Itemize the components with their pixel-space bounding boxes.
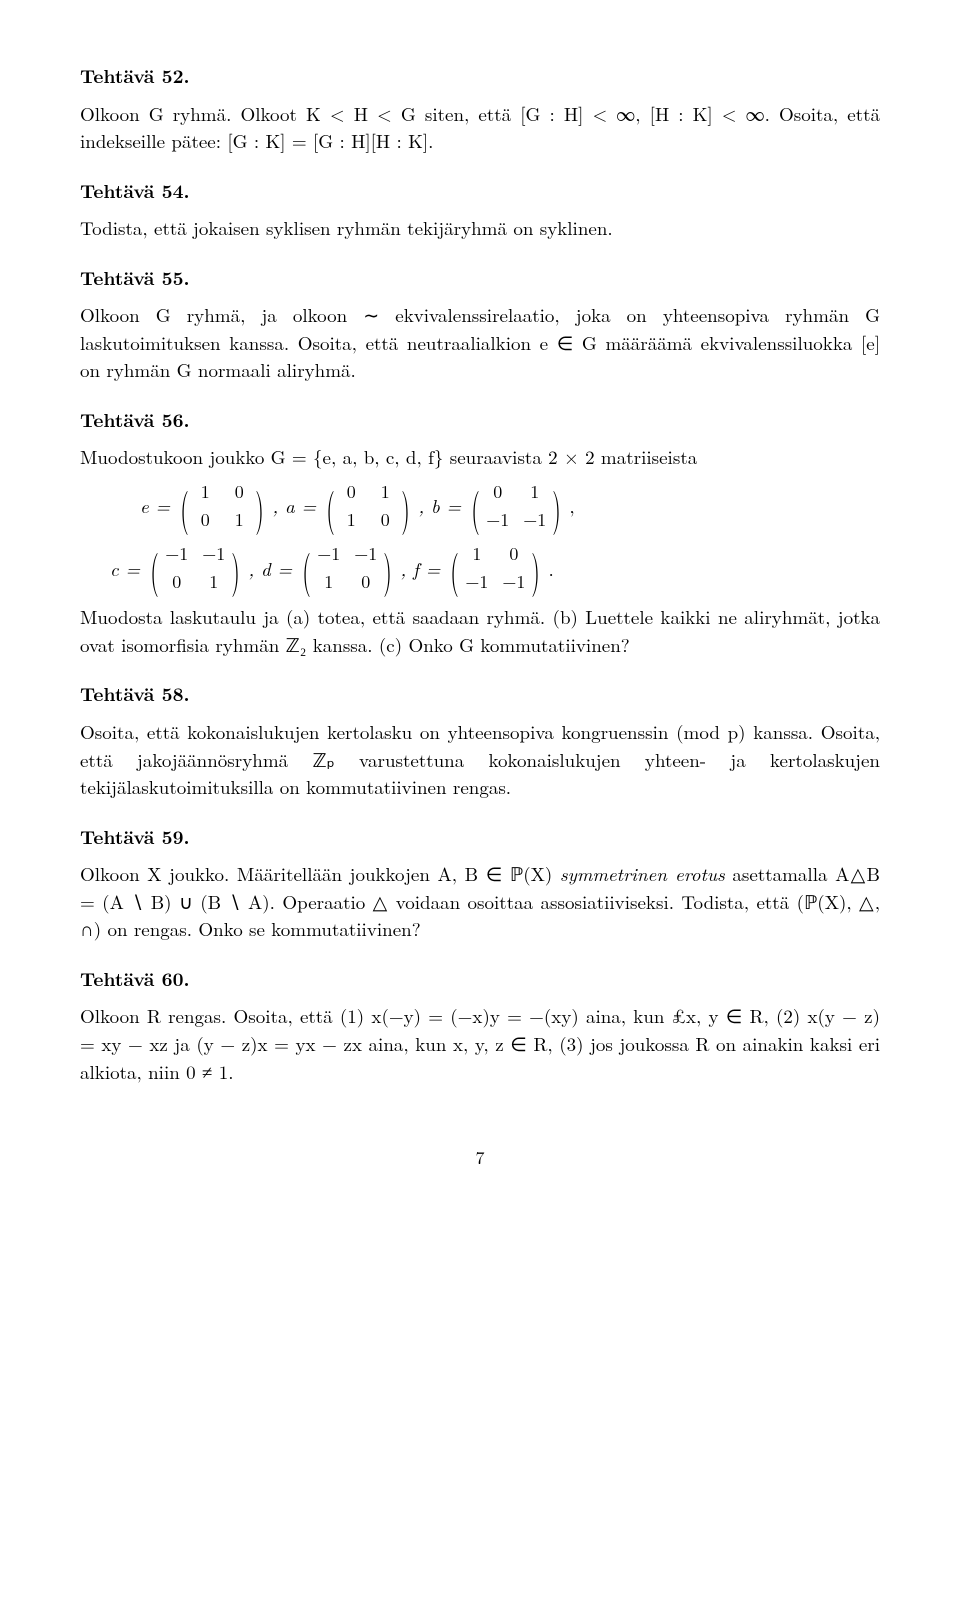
body-52: Olkoon G ryhmä. Olkoot K < H < G siten, …	[80, 100, 880, 155]
outro-56: Muodosta laskutaulu ja (a) totea, että s…	[80, 603, 880, 658]
mx-c-12: −1	[202, 541, 225, 567]
mx-e-21: 0	[195, 507, 215, 533]
mx-a-21: 1	[341, 507, 361, 533]
lbl-f: , f =	[400, 555, 440, 583]
matrix-f: ( 1 0 −1 −1 )	[446, 541, 544, 595]
mx-e-22: 1	[229, 507, 249, 533]
heading-59: Tehtävä 59.	[80, 823, 880, 851]
row2-end: .	[549, 555, 554, 583]
matrix-d: ( −1 −1 1 0 )	[298, 541, 396, 595]
lbl-d: , d =	[248, 555, 292, 583]
heading-56: Tehtävä 56.	[80, 406, 880, 434]
matrix-a: ( 0 1 1 0 )	[322, 479, 414, 533]
mx-c-11: −1	[165, 541, 188, 567]
heading-58: Tehtävä 58.	[80, 680, 880, 708]
body-54: Todista, että jokaisen syklisen ryhmän t…	[80, 214, 880, 242]
body-60: Olkoon R rengas. Osoita, että (1) x(−y) …	[80, 1002, 880, 1085]
matrix-e: ( 1 0 0 1 )	[176, 479, 268, 533]
lbl-a: , a =	[272, 492, 316, 520]
mx-a-22: 0	[375, 507, 395, 533]
matrix-row-1: e = ( 1 0 0 1 ) , a = ( 0 1 1 0 ) , b = …	[140, 479, 880, 533]
matrix-b: ( 0 1 −1 −1 )	[467, 479, 565, 533]
body-58: Osoita, että kokonaislukujen kertolasku …	[80, 718, 880, 801]
heading-52: Tehtävä 52.	[80, 62, 880, 90]
mx-f-12: 0	[502, 541, 525, 567]
mx-f-21: −1	[465, 569, 488, 595]
lbl-c: c =	[110, 555, 140, 583]
mx-c-22: 1	[202, 569, 225, 595]
lbl-b: , b =	[418, 492, 461, 520]
mx-f-11: 1	[465, 541, 488, 567]
mx-d-21: 1	[317, 569, 340, 595]
matrix-c: ( −1 −1 0 1 )	[146, 541, 244, 595]
matrix-row-2: c = ( −1 −1 0 1 ) , d = ( −1 −1 1 0 ) , …	[110, 541, 880, 595]
mx-b-11: 0	[486, 479, 509, 505]
mx-b-22: −1	[523, 507, 546, 533]
mx-b-21: −1	[486, 507, 509, 533]
mx-a-12: 1	[375, 479, 395, 505]
intro-56: Muodostukoon joukko G = {e, a, b, c, d, …	[80, 443, 880, 471]
mx-b-12: 1	[523, 479, 546, 505]
row1-end: ,	[569, 492, 574, 520]
mx-d-12: −1	[354, 541, 377, 567]
heading-60: Tehtävä 60.	[80, 965, 880, 993]
mx-f-22: −1	[502, 569, 525, 595]
mx-e-12: 0	[229, 479, 249, 505]
body-59: Olkoon X joukko. Määritellään joukkojen …	[80, 860, 880, 943]
mx-a-11: 0	[341, 479, 361, 505]
mx-d-11: −1	[317, 541, 340, 567]
lbl-e: e =	[140, 492, 170, 520]
mx-e-11: 1	[195, 479, 215, 505]
mx-d-22: 0	[354, 569, 377, 595]
body-55: Olkoon G ryhmä, ja olkoon ∼ ekvivalenssi…	[80, 301, 880, 384]
body-59-em: symmetrinen erotus	[560, 860, 725, 887]
heading-55: Tehtävä 55.	[80, 264, 880, 292]
mx-c-21: 0	[165, 569, 188, 595]
heading-54: Tehtävä 54.	[80, 177, 880, 205]
page-number: 7	[80, 1145, 880, 1171]
body-59-pre: Olkoon X joukko. Määritellään joukkojen …	[80, 860, 560, 887]
